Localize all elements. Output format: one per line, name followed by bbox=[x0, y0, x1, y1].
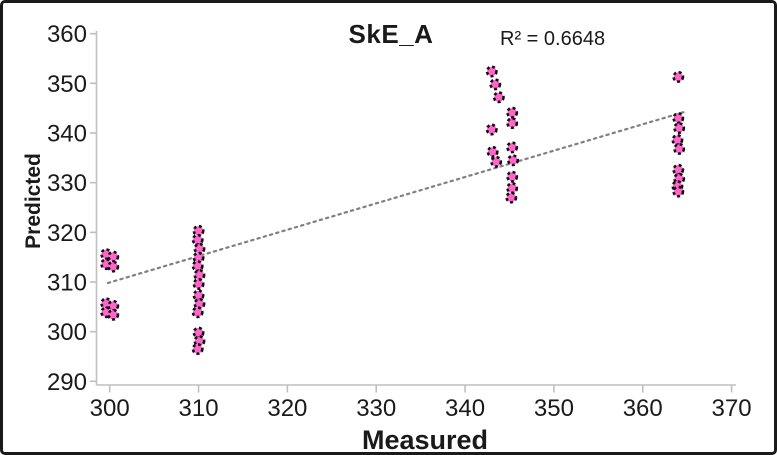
data-point bbox=[506, 182, 519, 195]
data-point bbox=[192, 224, 205, 237]
data-point bbox=[506, 141, 519, 154]
data-point bbox=[107, 260, 120, 273]
trendline bbox=[106, 111, 685, 285]
x-tick-label: 320 bbox=[267, 395, 307, 422]
x-tick-label: 300 bbox=[90, 395, 130, 422]
data-point bbox=[192, 277, 205, 290]
data-point bbox=[191, 306, 204, 319]
chart-title: SkE_A bbox=[348, 19, 434, 49]
data-point bbox=[492, 91, 505, 104]
x-axis-label: Measured bbox=[361, 425, 489, 455]
data-point bbox=[490, 155, 503, 168]
data-point bbox=[485, 123, 498, 136]
y-tick-label: 290 bbox=[47, 369, 87, 396]
y-tick-label: 330 bbox=[47, 170, 87, 197]
x-tick-label: 370 bbox=[712, 395, 752, 422]
data-point bbox=[506, 170, 519, 183]
y-axis-label: Predicted bbox=[22, 153, 45, 249]
x-tick-label: 360 bbox=[623, 395, 663, 422]
x-tick-label: 340 bbox=[445, 395, 485, 422]
y-tick-label: 340 bbox=[47, 121, 87, 148]
data-point bbox=[672, 185, 685, 198]
data-point bbox=[107, 308, 120, 321]
x-tick-label: 310 bbox=[179, 395, 219, 422]
data-point bbox=[673, 122, 686, 135]
x-tick-label: 350 bbox=[534, 395, 574, 422]
y-tick-label: 300 bbox=[47, 319, 87, 346]
data-point bbox=[485, 65, 498, 78]
y-tick-label: 310 bbox=[47, 269, 87, 296]
y-tick-label: 360 bbox=[47, 21, 87, 48]
r-squared-annotation: R² = 0.6648 bbox=[500, 28, 606, 50]
data-point bbox=[107, 299, 120, 312]
data-point bbox=[673, 142, 686, 155]
y-tick-label: 350 bbox=[47, 71, 87, 98]
data-point bbox=[193, 269, 206, 282]
data-point bbox=[507, 154, 520, 167]
x-tick-label: 330 bbox=[356, 395, 396, 422]
data-point bbox=[486, 145, 499, 158]
data-point bbox=[489, 78, 502, 91]
data-point bbox=[506, 117, 519, 130]
data-point bbox=[672, 112, 685, 125]
data-point bbox=[191, 343, 204, 356]
data-point bbox=[506, 106, 519, 119]
y-tick-label: 320 bbox=[47, 220, 87, 247]
data-point bbox=[672, 70, 685, 83]
data-point bbox=[107, 250, 120, 263]
data-point bbox=[505, 191, 518, 204]
data-point bbox=[193, 242, 206, 255]
data-point bbox=[672, 163, 685, 176]
